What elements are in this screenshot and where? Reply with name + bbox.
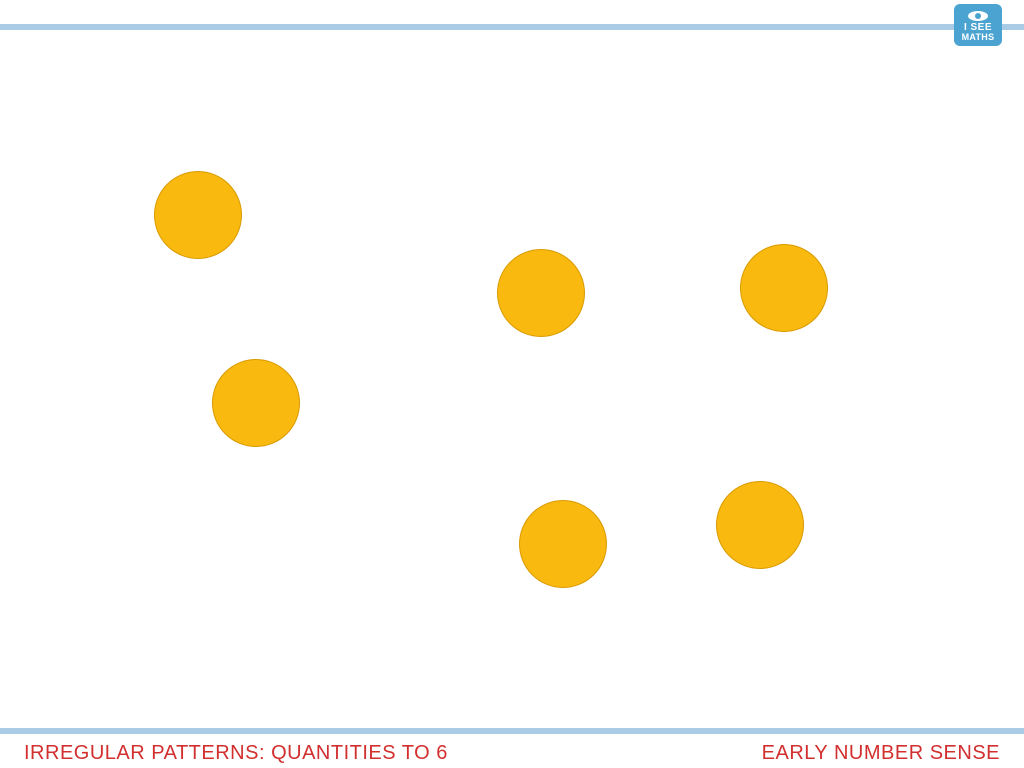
- bottom-divider-bar: [0, 728, 1024, 734]
- brand-logo: I SEE MATHS: [954, 4, 1002, 46]
- brand-logo-line1: I SEE: [964, 23, 992, 33]
- top-divider-bar: [0, 24, 1024, 30]
- counter-dot: [154, 171, 242, 259]
- footer-title-left: IRREGULAR PATTERNS: QUANTITIES TO 6: [24, 742, 448, 765]
- brand-logo-line2: MATHS: [962, 33, 995, 42]
- footer-title-right: EARLY NUMBER SENSE: [762, 742, 1000, 765]
- counter-dot: [519, 500, 607, 588]
- counter-dot: [716, 481, 804, 569]
- slide-page: { "layout": { "width": 1024, "height": 7…: [0, 0, 1024, 768]
- eye-icon: [968, 11, 988, 21]
- counter-dot: [740, 244, 828, 332]
- counter-dot: [497, 249, 585, 337]
- counter-dot: [212, 359, 300, 447]
